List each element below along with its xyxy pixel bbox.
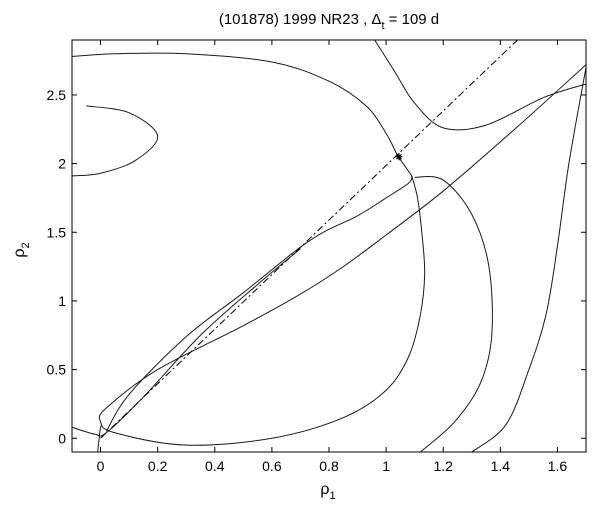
x-tick-label: 1.2 xyxy=(433,458,453,474)
x-tick-label: 1.6 xyxy=(548,458,568,474)
chart-title-tail: = 109 d xyxy=(385,11,440,28)
contour-curve-5 xyxy=(414,176,493,452)
chart-title-sub: t xyxy=(381,20,384,32)
x-tick-label: 0.4 xyxy=(205,458,225,474)
y-tick-label: 1.5 xyxy=(47,224,67,240)
y-tick-label: 2.5 xyxy=(47,87,67,103)
chart-title: (101878) 1999 NR23 , Δt = 109 d xyxy=(219,11,439,32)
axis-ticks: 0 0.2 0.4 0.6 0.8 1 1.2 1.4 1.6 0 0.5 1 1.5 2 2.5 xyxy=(47,40,586,474)
x-axis-label: ρ1 xyxy=(320,481,335,502)
y-tick-label: 2 xyxy=(58,156,66,172)
diagonal-line xyxy=(100,40,518,439)
x-tick-label: 0 xyxy=(97,458,105,474)
y-tick-label: 1 xyxy=(58,293,66,309)
contour-curve-9 xyxy=(97,424,103,452)
contour-curve-1 xyxy=(72,52,413,177)
y-tick-label: 0 xyxy=(58,430,66,446)
x-tick-label: 1.4 xyxy=(491,458,511,474)
contour-curve-4 xyxy=(374,40,586,131)
contour-curve-8 xyxy=(105,175,413,432)
x-axis-label-main: ρ xyxy=(320,481,329,498)
x-tick-label: 1 xyxy=(382,458,390,474)
y-axis-label: ρ2 xyxy=(11,242,32,257)
contour-curve-6 xyxy=(471,67,586,452)
y-axis-label-main: ρ xyxy=(11,249,28,258)
x-tick-label: 0.8 xyxy=(319,458,339,474)
x-tick-label: 0.6 xyxy=(262,458,282,474)
contour-curve-3 xyxy=(72,105,159,177)
plot-area xyxy=(72,40,586,452)
y-axis-label-sub: 2 xyxy=(20,242,32,248)
x-tick-label: 0.2 xyxy=(148,458,168,474)
plot-frame xyxy=(71,39,587,453)
chart-title-main: (101878) 1999 NR23 , Δ xyxy=(219,11,382,28)
x-axis-label-sub: 1 xyxy=(329,490,335,502)
contour-curve-2 xyxy=(98,64,586,446)
star-marker xyxy=(395,153,403,161)
y-tick-label: 0.5 xyxy=(47,362,67,378)
